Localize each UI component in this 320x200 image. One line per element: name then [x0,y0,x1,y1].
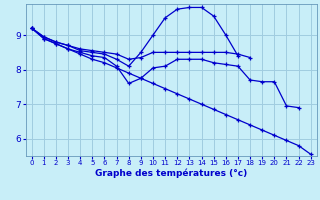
X-axis label: Graphe des températures (°c): Graphe des températures (°c) [95,169,247,178]
